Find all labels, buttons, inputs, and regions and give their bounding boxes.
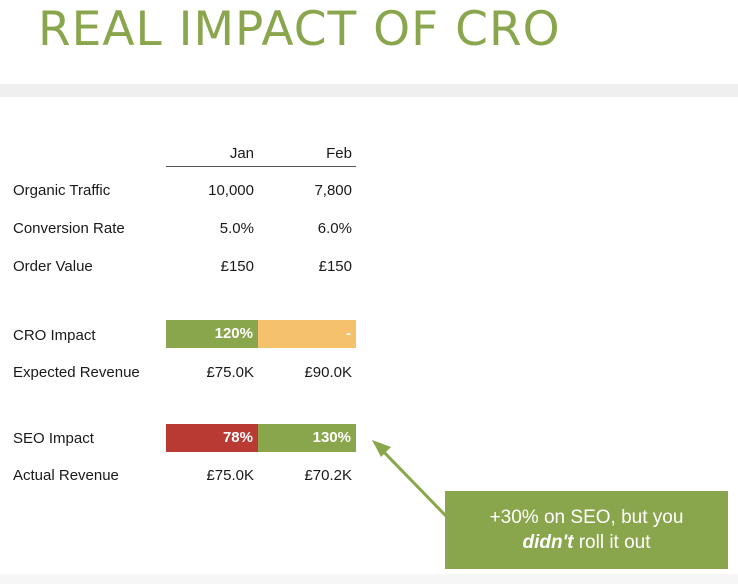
cell-organic-traffic-feb: 7,800 [314, 182, 352, 199]
cell-conversion-rate-jan: 5.0% [219, 220, 254, 237]
bottom-band [0, 574, 738, 584]
seo-impact-feb-cell: 130% [258, 424, 356, 452]
cell-organic-traffic-jan: 10,000 [208, 182, 254, 199]
callout-line-1: +30% on SEO, but you [489, 507, 684, 528]
row-label-cro-impact: CRO Impact [13, 327, 96, 344]
cell-expected-revenue-jan: £75.0K [206, 364, 254, 381]
cell-actual-revenue-feb: £70.2K [304, 467, 352, 484]
row-label-actual-revenue: Actual Revenue [13, 467, 119, 484]
callout-emphasis: didn't [522, 532, 574, 553]
row-label-order-value: Order Value [13, 258, 93, 275]
title-divider-band [0, 84, 738, 97]
row-label-organic-traffic: Organic Traffic [13, 182, 111, 199]
seo-impact-jan-cell: 78% [166, 424, 258, 452]
cell-order-value-jan: £150 [220, 258, 254, 275]
column-header-jan: Jan [229, 145, 254, 162]
row-label-expected-revenue: Expected Revenue [13, 364, 140, 381]
cell-conversion-rate-feb: 6.0% [317, 220, 352, 237]
cell-actual-revenue-jan: £75.0K [206, 467, 254, 484]
cro-impact-feb-cell: - [258, 320, 356, 348]
callout-line-2-rest: roll it out [573, 532, 651, 553]
callout-box: +30% on SEO, but you didn't roll it out [445, 491, 728, 569]
column-header-feb: Feb [326, 145, 352, 162]
cell-expected-revenue-feb: £90.0K [304, 364, 352, 381]
callout-line-2: didn't roll it out [445, 530, 728, 555]
slide-title: REAL IMPACT OF CRO [38, 2, 561, 57]
cell-order-value-feb: £150 [318, 258, 352, 275]
cro-impact-jan-cell: 120% [166, 320, 258, 348]
row-label-seo-impact: SEO Impact [13, 430, 94, 447]
row-label-conversion-rate: Conversion Rate [13, 220, 125, 237]
header-rule [166, 166, 356, 167]
